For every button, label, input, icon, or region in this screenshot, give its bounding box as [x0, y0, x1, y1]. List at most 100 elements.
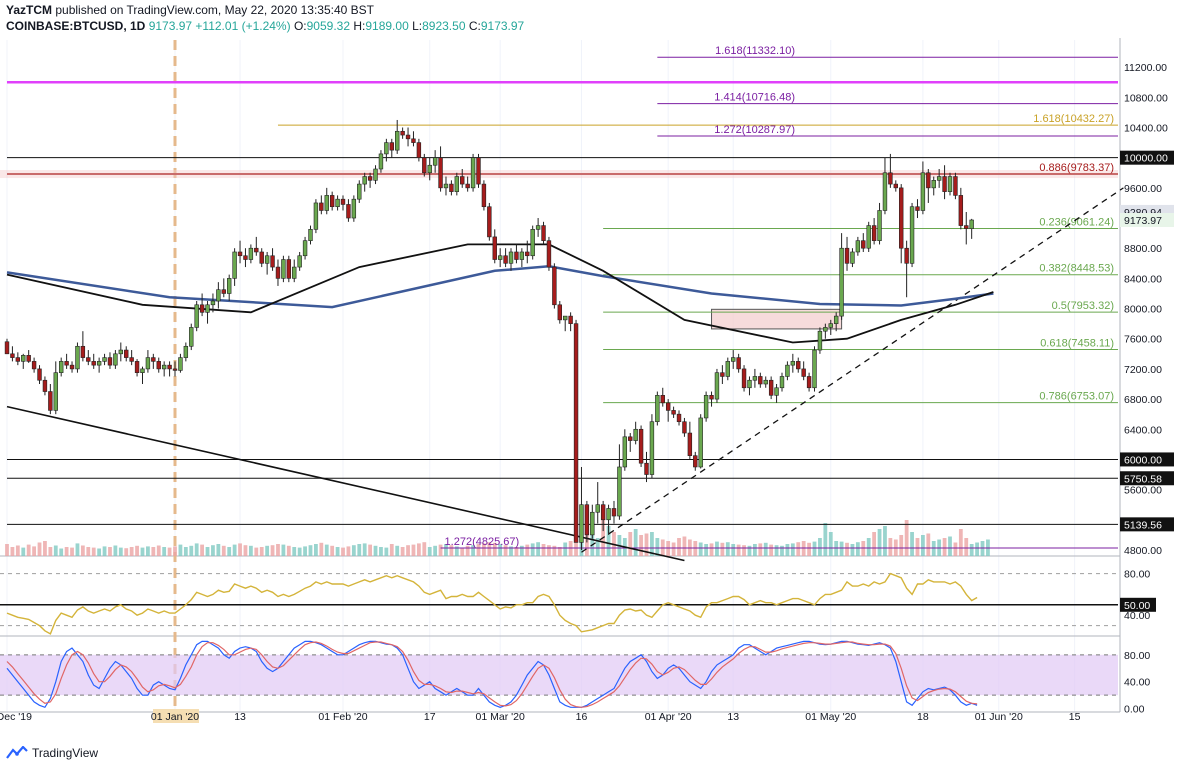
- trendlines: [6, 187, 1124, 562]
- volume-bar: [140, 547, 145, 556]
- candle-body: [606, 508, 611, 521]
- candle-body: [861, 240, 866, 249]
- volume-bar: [194, 543, 199, 556]
- volume-bar: [823, 523, 828, 556]
- candle-body: [671, 410, 676, 415]
- open-value: 9059.32: [306, 19, 351, 33]
- candle-body: [676, 413, 682, 423]
- price-badge-label: 6000.00: [1124, 454, 1162, 466]
- ma-50-line: [6, 243, 994, 344]
- candle-body: [96, 361, 102, 366]
- volume-bar: [731, 544, 736, 556]
- volume-bar: [156, 545, 161, 556]
- volume-bar: [509, 546, 513, 556]
- volume-bar: [297, 547, 302, 556]
- candle-body: [497, 255, 503, 260]
- volume-bar: [763, 542, 768, 556]
- candle-body: [476, 157, 481, 185]
- volume-bar: [102, 546, 107, 556]
- candle-body: [931, 180, 936, 189]
- volume-bar: [650, 532, 654, 556]
- candle-body: [145, 357, 151, 370]
- candle-body: [779, 376, 785, 389]
- symbol-label[interactable]: COINBASE:BTCUSD, 1D: [6, 19, 146, 33]
- candle-body: [395, 130, 400, 151]
- volume-bar: [563, 542, 568, 556]
- volume-bar: [341, 547, 345, 556]
- candle-body: [422, 157, 427, 174]
- candle-body: [731, 357, 736, 362]
- candle-body: [866, 225, 871, 249]
- volume-bar: [818, 538, 822, 556]
- volume-bar: [482, 543, 486, 556]
- volume-bar: [205, 547, 210, 556]
- candle-body: [796, 361, 801, 370]
- volume-bar: [720, 542, 725, 556]
- candle-body: [915, 206, 920, 211]
- volume-bar: [346, 546, 351, 556]
- volume-bar: [32, 546, 36, 556]
- volume-bar: [146, 546, 150, 556]
- candle-body: [503, 255, 508, 264]
- volume-bar: [37, 542, 42, 556]
- volume-bar: [357, 544, 362, 556]
- candle-body: [926, 172, 931, 189]
- candle-body: [660, 395, 665, 404]
- horizontal-levels: 1.618(11332.10) 1.414(10716.48) 1.618(1043…: [0, 45, 1118, 549]
- candle-body: [839, 247, 844, 317]
- ma-200-line: [6, 265, 994, 309]
- volume-bar: [254, 547, 259, 556]
- time-axis[interactable]: 01 Dec '19 01 Jan '20 13 01 Feb '20 17 01 Mar…: [0, 709, 1081, 723]
- candle-body: [920, 172, 926, 211]
- candle-body: [297, 255, 302, 268]
- tradingview-footer[interactable]: TradingView: [6, 742, 98, 764]
- volume-bar: [221, 545, 226, 556]
- volume-bar: [969, 544, 974, 556]
- level-label: 0.382(8448.53): [1039, 263, 1114, 275]
- candle-body: [319, 202, 324, 211]
- candle-body: [492, 236, 497, 260]
- volume-bar: [303, 546, 307, 556]
- volume-bar: [270, 545, 275, 556]
- volume-bar: [514, 547, 519, 556]
- volume-bar: [64, 547, 69, 556]
- price-badge: [1120, 150, 1174, 165]
- price-badge: [1120, 471, 1174, 486]
- volume-bar: [238, 543, 242, 556]
- volume-bar: [942, 538, 947, 556]
- publisher-name[interactable]: YazTCM: [6, 3, 53, 17]
- volume-bar: [351, 545, 356, 556]
- volume-bar: [460, 547, 465, 556]
- volume-bar: [276, 544, 280, 556]
- tradingview-brand: TradingView: [32, 746, 99, 760]
- volume-bar: [628, 532, 633, 556]
- price-tick-label: 7200.00: [1124, 364, 1162, 376]
- candle-body: [682, 421, 687, 434]
- volume-bar: [709, 543, 714, 556]
- volume-bar: [438, 544, 443, 556]
- volume-bar: [644, 533, 649, 556]
- volume-bar: [790, 543, 795, 556]
- candle-body: [812, 349, 817, 389]
- candle-body: [259, 251, 264, 264]
- candle-body: [590, 511, 595, 536]
- volume-bar: [151, 547, 156, 556]
- price-badge-label: 10000.00: [1124, 153, 1168, 165]
- plot-background: [0, 38, 1120, 727]
- price-axis[interactable]: 11200.00 10800.00 10400.00 10000.00 9600.00 9…: [1120, 62, 1174, 716]
- volume-bar: [671, 542, 676, 556]
- candle-body: [785, 364, 790, 377]
- stoch-tick-label: 0.00: [1124, 704, 1145, 716]
- time-tick-label: 01 Dec '19: [0, 711, 32, 723]
- candle-body: [183, 345, 189, 358]
- candle-body: [958, 195, 964, 226]
- volume-bar: [243, 545, 248, 556]
- chart-canvas[interactable]: 1.618(11332.10) 1.414(10716.48) 1.618(1043…: [0, 38, 1180, 738]
- candle-body: [270, 255, 275, 268]
- candle-body: [709, 395, 714, 400]
- candle-body: [26, 355, 31, 362]
- candle-body: [281, 259, 286, 279]
- price-tick-label: 6800.00: [1124, 394, 1162, 406]
- candle-body: [481, 183, 487, 208]
- candle-body: [557, 304, 562, 321]
